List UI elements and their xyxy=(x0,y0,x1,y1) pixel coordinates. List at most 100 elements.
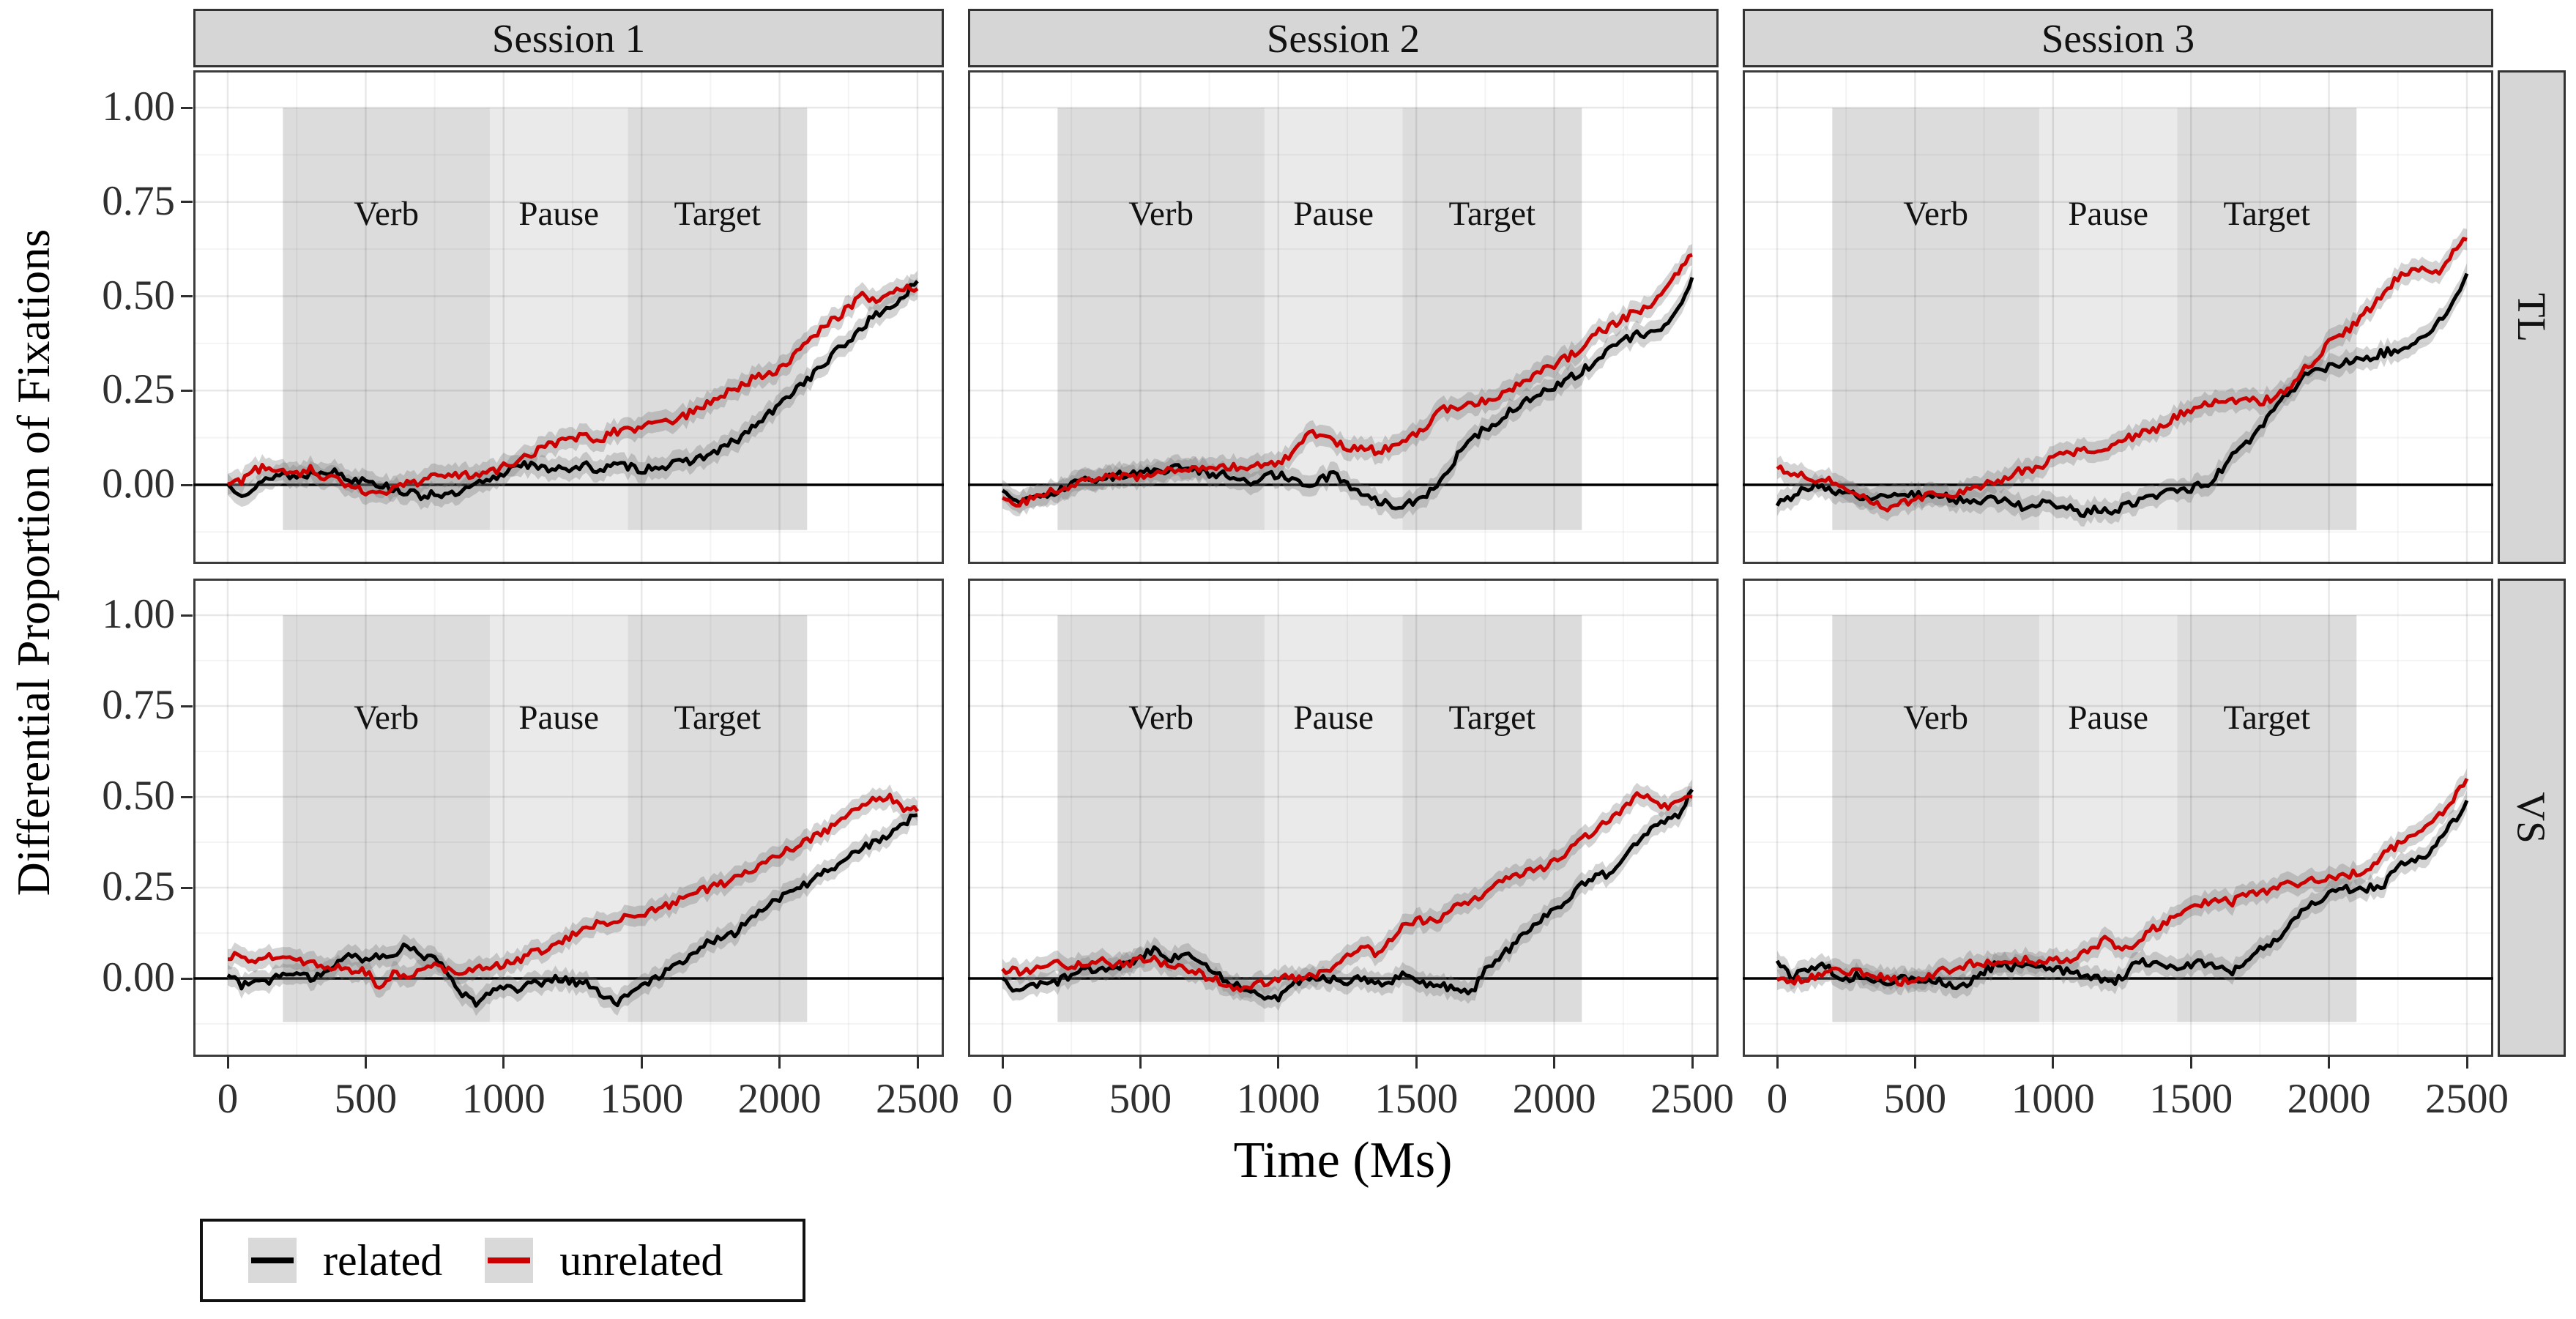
x-tick-label: 2500 xyxy=(1650,1076,1734,1122)
region-label-verb: Verb xyxy=(1903,699,1968,737)
strip-label-vs: VS xyxy=(2509,792,2554,844)
panel-session-2-tl: Verb Pause Target xyxy=(968,70,1719,564)
region-verb xyxy=(283,615,490,1022)
x-tick xyxy=(1776,1057,1779,1069)
related-ribbon xyxy=(228,804,917,1017)
y-tick xyxy=(181,977,193,980)
region-label-target: Target xyxy=(2224,195,2311,233)
x-tick-label: 2500 xyxy=(2425,1076,2509,1122)
related-line xyxy=(1001,277,1694,510)
strip-session-1: Session 1 xyxy=(193,9,944,67)
related-line xyxy=(226,813,918,1008)
region-label-verb: Verb xyxy=(1128,195,1194,233)
x-tick xyxy=(916,1057,919,1069)
panel-session-3-tl: Verb Pause Target xyxy=(1743,70,2493,564)
unrelated-line xyxy=(1776,237,2468,513)
panel-canvas: Verb Pause Target xyxy=(193,579,944,1057)
x-tick xyxy=(2052,1057,2055,1069)
strip-session-3: Session 3 xyxy=(1743,9,2493,67)
related-ribbon xyxy=(228,270,917,510)
x-tick xyxy=(2189,1057,2192,1069)
strip-label-tl: TL xyxy=(2509,292,2554,342)
region-verb xyxy=(283,108,490,530)
region-pause xyxy=(489,615,628,1022)
x-tick-label: 2000 xyxy=(2287,1076,2371,1122)
y-tick xyxy=(181,106,193,109)
x-tick xyxy=(1001,1057,1004,1069)
region-label-target: Target xyxy=(674,195,762,233)
region-verb xyxy=(1832,615,2039,1022)
x-tick-label: 2500 xyxy=(876,1076,959,1122)
unrelated-ribbon xyxy=(1002,244,1692,516)
x-tick xyxy=(502,1057,505,1069)
strip-tl: TL xyxy=(2498,70,2566,564)
unrelated-line-swatch xyxy=(488,1257,531,1263)
x-tick xyxy=(640,1057,643,1069)
y-tick xyxy=(181,389,193,392)
y-tick xyxy=(181,483,193,486)
region-verb xyxy=(1832,108,2039,530)
region-label-pause: Pause xyxy=(518,699,599,737)
x-tick-label: 1500 xyxy=(1374,1076,1459,1122)
x-tick xyxy=(364,1057,367,1069)
x-tick xyxy=(2465,1057,2468,1069)
y-tick xyxy=(181,614,193,617)
legend-key-related xyxy=(248,1238,297,1283)
region-label-pause: Pause xyxy=(2068,195,2148,233)
related-line-swatch xyxy=(251,1257,294,1263)
legend-item-unrelated: unrelated xyxy=(485,1236,723,1286)
x-tick-label: 0 xyxy=(1766,1076,1788,1122)
region-pause xyxy=(489,108,628,530)
legend-label-related: related xyxy=(323,1236,443,1285)
x-tick xyxy=(778,1057,781,1069)
related-line xyxy=(1775,272,2469,519)
unrelated-line xyxy=(1001,253,1693,508)
y-tick-label: 0.00 xyxy=(102,461,175,507)
x-tick xyxy=(1277,1057,1280,1069)
x-tick-label: 500 xyxy=(1109,1076,1172,1122)
x-tick xyxy=(2328,1057,2331,1069)
related-line xyxy=(226,280,919,502)
panel-session-2-vs: Verb Pause Target xyxy=(968,579,1719,1057)
region-target xyxy=(2177,108,2357,530)
x-tick xyxy=(1913,1057,1916,1069)
x-tick-label: 500 xyxy=(334,1076,398,1122)
y-tick xyxy=(181,795,193,798)
x-tick-label: 2000 xyxy=(1512,1076,1596,1122)
x-tick-label: 0 xyxy=(991,1076,1013,1122)
x-tick xyxy=(1139,1057,1142,1069)
region-target xyxy=(2177,615,2357,1022)
unrelated-line xyxy=(1001,791,1693,993)
panel-session-1-vs: Verb Pause Target xyxy=(193,579,944,1057)
region-pause xyxy=(2039,615,2178,1022)
x-tick-label: 0 xyxy=(217,1076,239,1122)
region-verb xyxy=(1057,108,1265,530)
region-label-verb: Verb xyxy=(1128,699,1194,737)
legend-item-related: related xyxy=(248,1236,442,1286)
x-tick xyxy=(1415,1057,1418,1069)
x-tick-label: 500 xyxy=(1883,1076,1947,1122)
x-tick-label: 1500 xyxy=(600,1076,684,1122)
unrelated-ribbon xyxy=(228,784,917,998)
y-tick-label: 0.25 xyxy=(102,863,175,910)
panel-canvas: Verb Pause Target xyxy=(1743,70,2493,564)
legend-label-unrelated: unrelated xyxy=(559,1236,723,1285)
region-label-target: Target xyxy=(1449,699,1536,737)
region-target xyxy=(1402,108,1582,530)
x-tick-label: 1000 xyxy=(1236,1076,1320,1122)
y-tick-label: 0.50 xyxy=(102,272,175,319)
x-tick xyxy=(1553,1057,1556,1069)
strip-session-2: Session 2 xyxy=(968,9,1719,67)
region-pause xyxy=(2039,108,2178,530)
region-target xyxy=(1402,615,1582,1022)
legend-key-unrelated xyxy=(485,1238,534,1283)
related-line xyxy=(1775,800,2469,991)
y-tick xyxy=(181,705,193,707)
region-label-target: Target xyxy=(2224,699,2311,737)
x-axis-title: Time (Ms) xyxy=(1233,1132,1453,1189)
region-label-pause: Pause xyxy=(1293,195,1374,233)
y-tick-label: 0.50 xyxy=(102,773,175,819)
panel-canvas: Verb Pause Target xyxy=(968,70,1719,564)
panel-canvas: Verb Pause Target xyxy=(968,579,1719,1057)
